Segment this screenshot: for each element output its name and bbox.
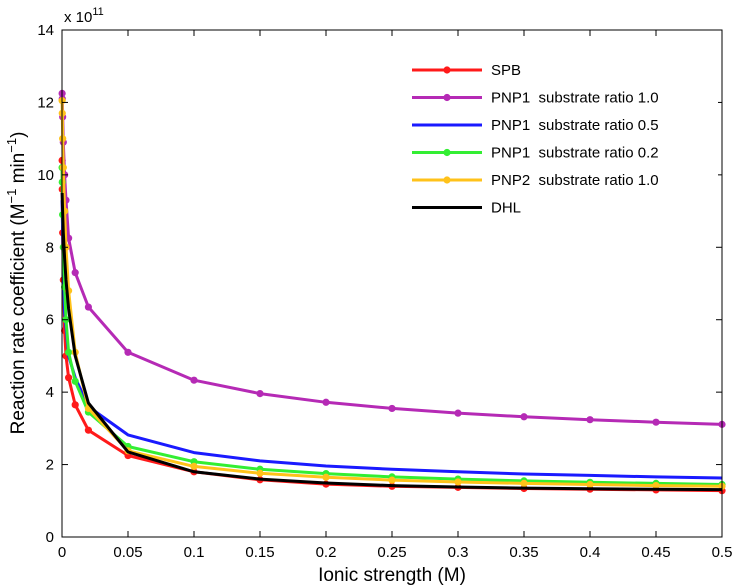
data-point <box>65 374 73 382</box>
legend-entry: PNP1 substrate ratio 0.2 <box>491 145 659 162</box>
y-tick-label: 10 <box>37 167 54 184</box>
y-tick-label: 12 <box>37 94 54 111</box>
y-axis-label-end: ) <box>8 132 29 138</box>
data-point <box>84 303 92 311</box>
y-tick-label: 6 <box>46 312 54 329</box>
y-axis-label: Reaction rate coefficient (M−1 min−1) <box>4 132 29 435</box>
data-point <box>256 469 264 477</box>
x-tick-label: 0 <box>58 544 66 561</box>
legend-entry: PNP1 substrate ratio 0.5 <box>491 117 659 134</box>
data-point <box>586 416 594 424</box>
legend: SPB PNP1 substrate ratio 1.0 PNP1 substrat… <box>398 50 718 225</box>
legend-box <box>398 50 718 225</box>
data-point <box>71 401 79 409</box>
x-tick-label: 0.5 <box>712 544 733 561</box>
data-point <box>388 476 396 484</box>
x-tick-label: 0.4 <box>580 544 601 561</box>
data-point <box>520 413 528 421</box>
legend-marker <box>443 176 451 184</box>
y-multiplier-exp: 11 <box>92 6 103 18</box>
data-point <box>520 479 528 488</box>
y-multiplier: x 1011 <box>64 6 104 26</box>
x-tick-label: 0.3 <box>448 544 469 561</box>
x-tick-label: 0.05 <box>113 544 142 561</box>
x-tick-label: 0.45 <box>641 544 670 561</box>
x-tick-label: 0.15 <box>245 544 274 561</box>
y-tick-label: 14 <box>37 22 54 39</box>
legend-marker <box>443 66 451 74</box>
data-point <box>256 389 264 398</box>
y-axis-label-sup2: −1 <box>4 138 19 153</box>
data-point <box>454 409 462 417</box>
x-axis-label: Ionic strength (M) <box>318 565 466 586</box>
data-point <box>388 404 396 413</box>
ticks-layer: 0 0.05 0.1 0.15 0.2 0.25 0.3 0.35 0.4 0.45 0.5 0 2 4 6… <box>37 22 732 561</box>
legend-entry: PNP2 substrate ratio 1.0 <box>491 172 659 189</box>
legend-entry: SPB <box>491 62 521 79</box>
data-point <box>652 481 660 490</box>
data-point <box>322 473 330 481</box>
y-tick-label: 2 <box>46 457 54 474</box>
y-multiplier-base: x 10 <box>64 9 92 26</box>
legend-marker <box>443 148 451 157</box>
y-tick-label: 4 <box>46 384 54 401</box>
data-point <box>190 376 198 384</box>
x-tick-label: 0.35 <box>509 544 538 561</box>
legend-marker <box>443 93 451 102</box>
y-axis-label-mid: min <box>8 153 29 189</box>
data-point <box>586 480 594 489</box>
x-tick-label: 0.25 <box>377 544 406 561</box>
data-point <box>71 269 79 277</box>
x-tick-label: 0.1 <box>184 544 205 561</box>
data-point <box>124 348 132 356</box>
data-point <box>59 164 67 172</box>
data-point <box>71 377 79 385</box>
y-tick-label: 0 <box>46 529 54 546</box>
series-6 <box>60 192 723 492</box>
y-axis-label-sup1: −1 <box>4 189 19 204</box>
x-tick-label: 0.2 <box>316 544 337 561</box>
y-axis-label-main: Reaction rate coefficient (M <box>8 203 29 434</box>
data-point <box>652 418 660 426</box>
data-point <box>59 135 67 143</box>
series-layer <box>58 89 726 495</box>
data-point <box>454 478 462 486</box>
series-line <box>60 192 723 492</box>
data-point <box>84 426 92 434</box>
data-point <box>322 398 330 406</box>
data-point <box>65 348 73 356</box>
legend-entry: DHL <box>491 200 521 217</box>
legend-entry: PNP1 substrate ratio 1.0 <box>491 90 659 107</box>
data-point <box>190 462 198 470</box>
y-tick-label: 8 <box>46 239 54 256</box>
